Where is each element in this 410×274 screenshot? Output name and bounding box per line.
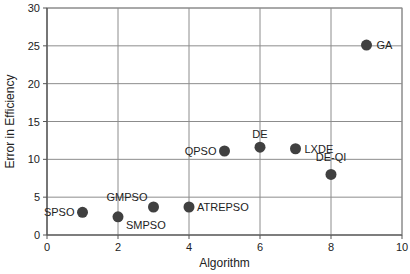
y-axis-title: Error in Efficiency bbox=[3, 75, 17, 169]
y-tick-label: 25 bbox=[28, 40, 40, 52]
y-grid-line bbox=[47, 197, 402, 198]
scatter-point bbox=[219, 146, 230, 157]
y-tick-label: 15 bbox=[28, 116, 40, 128]
plot-frame bbox=[47, 8, 402, 235]
x-tick-label: 2 bbox=[115, 241, 121, 253]
x-tick bbox=[260, 235, 261, 239]
x-axis-title: Algorithm bbox=[199, 256, 250, 270]
point-label: DE-QI bbox=[316, 151, 347, 163]
scatter-point bbox=[77, 207, 88, 218]
x-tick-label: 4 bbox=[186, 241, 192, 253]
chart-svg: 0 2 4 6 8 10 0 5 10 15 20 25 30 Algorithm Error in Eff… bbox=[0, 0, 410, 274]
points-group bbox=[77, 40, 372, 223]
x-tick-label: 6 bbox=[257, 241, 263, 253]
scatter-point bbox=[113, 211, 124, 222]
x-tick bbox=[118, 235, 119, 239]
x-tick bbox=[331, 235, 332, 239]
y-tick-label: 10 bbox=[28, 153, 40, 165]
y-tick bbox=[43, 121, 47, 122]
x-axis-line bbox=[47, 234, 402, 235]
point-label: SPSO bbox=[44, 206, 75, 218]
y-tick bbox=[43, 197, 47, 198]
point-label: SMPSO bbox=[126, 219, 166, 231]
point-label: DE bbox=[252, 128, 267, 140]
scatter-point bbox=[290, 143, 301, 154]
y-tick bbox=[43, 235, 47, 236]
y-tick-label: 0 bbox=[34, 229, 40, 241]
point-label: GA bbox=[377, 39, 394, 51]
scatter-point bbox=[255, 142, 266, 153]
x-tick bbox=[189, 235, 190, 239]
y-tick-label: 5 bbox=[34, 191, 40, 203]
y-tick bbox=[43, 83, 47, 84]
x-tick-label: 8 bbox=[328, 241, 334, 253]
x-tick bbox=[47, 235, 48, 239]
x-tick bbox=[402, 235, 403, 239]
y-tick bbox=[43, 159, 47, 160]
x-tick-label: 10 bbox=[396, 241, 408, 253]
y-grid-line bbox=[47, 83, 402, 84]
scatter-point bbox=[361, 40, 372, 51]
point-label: GMPSO bbox=[107, 191, 148, 203]
y-tick-label: 20 bbox=[28, 78, 40, 90]
chart-container: 0 2 4 6 8 10 0 5 10 15 20 25 30 Algorithm Error in Eff… bbox=[0, 0, 410, 274]
y-grid-line bbox=[47, 45, 402, 46]
y-grid-line bbox=[47, 235, 402, 236]
point-label: QPSO bbox=[185, 145, 217, 157]
y-tick bbox=[43, 45, 47, 46]
y-grid-line bbox=[47, 121, 402, 122]
scatter-point bbox=[184, 202, 195, 213]
y-tick bbox=[43, 8, 47, 9]
y-grid-line bbox=[47, 159, 402, 160]
point-label: ATREPSO bbox=[197, 201, 249, 213]
x-tick-label: 0 bbox=[44, 241, 50, 253]
scatter-point bbox=[326, 169, 337, 180]
scatter-point bbox=[148, 202, 159, 213]
y-tick-label: 30 bbox=[28, 2, 40, 14]
